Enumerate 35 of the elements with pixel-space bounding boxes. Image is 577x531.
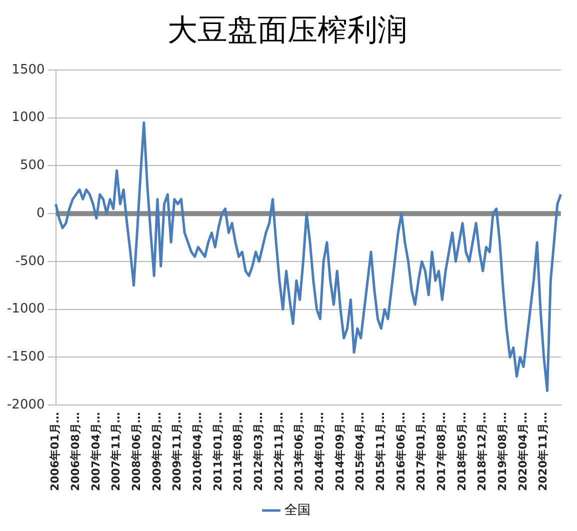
x-tick-label: 2009年02月… xyxy=(150,412,164,492)
x-tick-label: 2011年01月… xyxy=(211,412,224,492)
x-tick-label: 2006年01月… xyxy=(48,412,62,492)
legend-label: 全国 xyxy=(284,502,310,518)
x-tick-label: 2018年05月… xyxy=(455,412,468,492)
x-tick-label: 2016年06月… xyxy=(394,412,408,492)
y-tick-label: -500 xyxy=(15,254,45,269)
x-tick-label: 2012年03月… xyxy=(252,412,265,492)
y-tick-label: 500 xyxy=(20,158,45,174)
x-tick-label: 2011年08月… xyxy=(232,412,245,492)
x-tick-label: 2009年11月… xyxy=(170,412,184,492)
x-tick-label: 2008年06月… xyxy=(130,412,143,492)
x-tick-label: 2010年04月… xyxy=(190,412,204,492)
x-tick-label: 2018年12月… xyxy=(476,412,489,492)
x-tick-label: 2019年08月… xyxy=(496,412,510,492)
x-tick-label: 2017年01月… xyxy=(414,412,428,492)
x-tick-label: 2013年06月… xyxy=(292,412,306,492)
y-tick-label: -1000 xyxy=(6,302,45,317)
x-tick-label: 2015年04月… xyxy=(354,412,367,492)
chart-title: 大豆盘面压榨利润 xyxy=(168,12,408,48)
y-tick-label: 1000 xyxy=(12,110,45,126)
y-tick-label: 1500 xyxy=(12,62,45,78)
x-tick-label: 2020年11月… xyxy=(536,412,550,492)
y-tick-label: -2000 xyxy=(6,397,45,412)
x-tick-label: 2007年11月… xyxy=(110,412,123,492)
x-tick-label: 2014年09月… xyxy=(333,412,346,492)
x-tick-label: 2015年11月… xyxy=(374,412,388,492)
x-tick-label: 2017年08月… xyxy=(435,412,448,492)
x-tick-label: 2014年01月… xyxy=(313,412,326,492)
y-tick-label: 0 xyxy=(36,206,45,221)
x-tick-label: 2012年11月… xyxy=(272,412,286,492)
x-tick-label: 2007年04月… xyxy=(89,412,102,492)
y-tick-label: -1500 xyxy=(6,350,45,365)
x-tick-label: 2020年04月… xyxy=(516,412,530,492)
x-tick-label: 2006年08月… xyxy=(68,412,82,492)
